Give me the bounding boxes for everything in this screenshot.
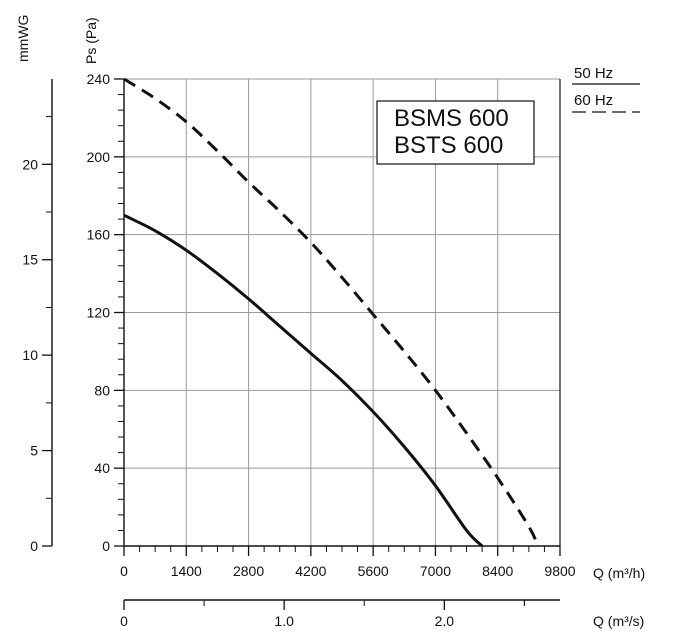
y2-tick-label: 0 (30, 538, 38, 554)
y-tick-label: 40 (94, 460, 110, 476)
curves (123, 77, 540, 548)
curve-50hz (123, 213, 484, 548)
y-tick-label: 120 (87, 305, 111, 321)
y-tick-label: 240 (87, 71, 111, 87)
x2-tick-label: 1.0 (274, 613, 294, 629)
curve-60hz (123, 77, 540, 547)
x-tick-label: 7000 (420, 563, 451, 579)
y2-tick-label: 10 (22, 347, 38, 363)
model-label-box: BSMS 600 BSTS 600 (376, 100, 535, 165)
y2-tick-label: 20 (22, 156, 38, 172)
legend: 50 Hz 60 Hz (572, 65, 640, 113)
x-tick-label: 4200 (295, 563, 326, 579)
y-tick-label: 0 (102, 538, 110, 554)
y-tick-label: 80 (94, 382, 110, 398)
y-tick-label: 200 (87, 149, 111, 165)
x-tick-label: 5600 (358, 563, 389, 579)
y2-tick-label: 5 (30, 443, 38, 459)
minor-ticks (46, 94, 545, 606)
x-axis-title: Q (m³/h) (593, 565, 645, 581)
x2-tick-label: 0 (120, 613, 128, 629)
y2-axis-title: mmWG (15, 15, 31, 62)
x2-tick-label: 2.0 (435, 613, 455, 629)
legend-label-50hz: 50 Hz (574, 65, 613, 82)
y2-tick-label: 15 (22, 252, 38, 268)
x-tick-label: 1400 (171, 563, 202, 579)
x-tick-label: 8400 (482, 563, 513, 579)
x2-axis-title: Q (m³/s) (593, 613, 644, 629)
model-label-2: BSTS 600 (394, 132, 503, 159)
x-tick-label: 9800 (544, 563, 575, 579)
y-tick-label: 160 (87, 227, 111, 243)
legend-label-60hz: 60 Hz (574, 92, 613, 109)
x-tick-label: 2800 (233, 563, 264, 579)
model-label-1: BSMS 600 (394, 105, 509, 132)
y-axis-title: Ps (Pa) (83, 17, 99, 64)
x-tick-label: 0 (120, 563, 128, 579)
